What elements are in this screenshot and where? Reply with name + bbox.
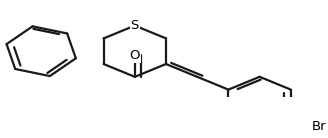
Text: O: O [130, 49, 140, 62]
Text: S: S [131, 19, 139, 32]
Text: Br: Br [312, 120, 326, 133]
